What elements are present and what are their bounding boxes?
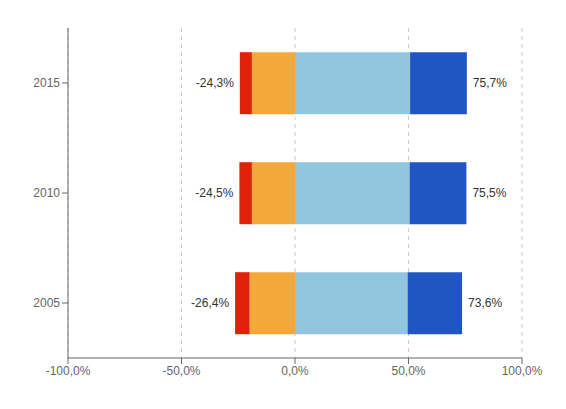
svg-text:-24,3%: -24,3% xyxy=(196,76,234,90)
svg-text:75,7%: 75,7% xyxy=(473,76,507,90)
svg-text:2015: 2015 xyxy=(33,76,60,90)
svg-text:2010: 2010 xyxy=(33,186,60,200)
svg-text:0,0%: 0,0% xyxy=(281,364,309,378)
svg-text:-26,4%: -26,4% xyxy=(191,296,229,310)
svg-text:-50,0%: -50,0% xyxy=(162,364,200,378)
svg-text:100,0%: 100,0% xyxy=(502,364,543,378)
svg-text:75,5%: 75,5% xyxy=(472,186,506,200)
svg-text:-100,0%: -100,0% xyxy=(46,364,91,378)
svg-text:2005: 2005 xyxy=(33,296,60,310)
svg-text:-24,5%: -24,5% xyxy=(195,186,233,200)
svg-text:73,6%: 73,6% xyxy=(468,296,502,310)
svg-text:50,0%: 50,0% xyxy=(391,364,425,378)
